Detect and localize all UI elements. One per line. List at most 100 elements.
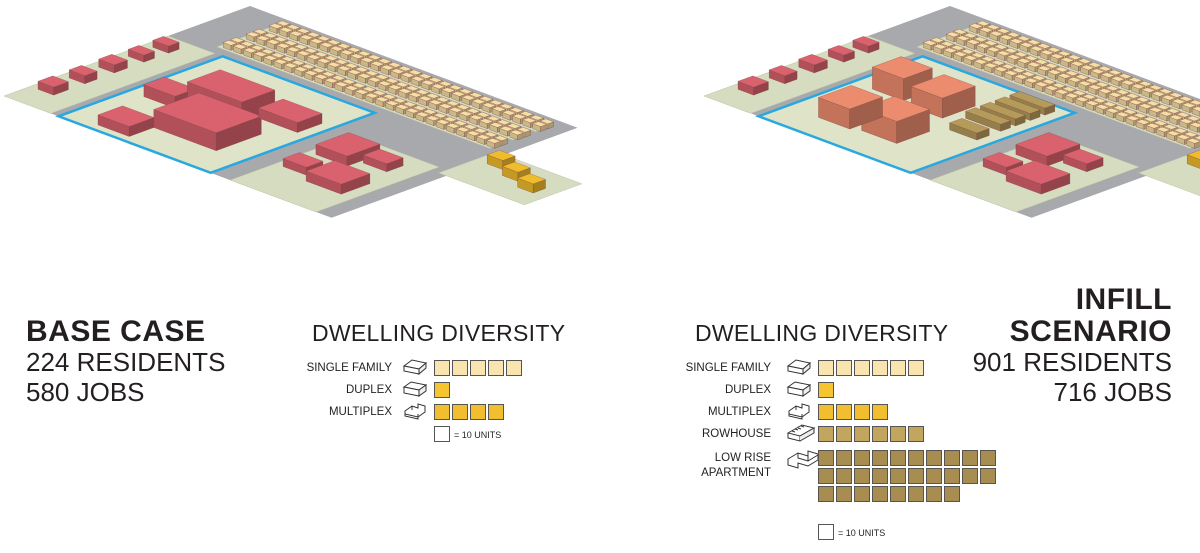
single-family-house xyxy=(986,46,1001,53)
unit-box xyxy=(506,360,522,376)
single-family-house xyxy=(1135,119,1151,125)
single-family-house xyxy=(309,38,324,44)
single-family-house xyxy=(1084,78,1100,84)
single-family-house xyxy=(438,103,453,109)
single-family-house xyxy=(1148,84,1163,91)
single-family-house xyxy=(418,95,433,102)
base-unit-boxes xyxy=(434,404,542,422)
single-family-house xyxy=(372,90,387,96)
single-family-house xyxy=(1138,81,1153,87)
single-family-house xyxy=(1158,110,1174,117)
single-family-house xyxy=(357,50,372,57)
infill-unit-boxes xyxy=(818,450,998,504)
single-family-house xyxy=(489,122,504,128)
single-family-house xyxy=(425,115,440,121)
unit-box xyxy=(962,450,978,466)
single-family-house xyxy=(407,92,423,98)
rowhouse-building xyxy=(949,118,990,134)
single-family-house xyxy=(341,78,357,85)
single-family-house xyxy=(293,44,309,50)
single-family-house xyxy=(522,117,537,123)
infill-row-label: DUPLEX xyxy=(724,384,771,396)
single-family-house xyxy=(286,46,301,53)
single-family-house xyxy=(1006,32,1021,38)
single-family-house xyxy=(395,104,410,110)
single-family-house xyxy=(250,45,265,51)
single-family-house xyxy=(466,130,481,136)
infill-scenario-map xyxy=(703,6,1200,218)
unit-box xyxy=(908,468,924,484)
unit-box xyxy=(818,382,834,398)
commercial-building xyxy=(282,152,324,168)
single-family-house xyxy=(392,97,407,104)
single-family-house xyxy=(973,59,988,65)
single-family-house xyxy=(966,39,981,45)
commercial-building xyxy=(37,75,69,88)
single-family-house xyxy=(489,99,504,106)
single-family-house xyxy=(441,87,456,93)
single-family-house xyxy=(377,58,392,64)
single-family-house xyxy=(990,60,1006,66)
single-family-house xyxy=(1168,92,1184,98)
single-family-house xyxy=(1173,127,1188,134)
single-family-house xyxy=(1092,97,1107,104)
duplex-icon xyxy=(786,379,812,402)
single-family-house xyxy=(473,127,488,134)
single-family-house xyxy=(953,29,968,35)
single-family-house xyxy=(453,120,468,126)
single-family-house xyxy=(1087,84,1103,90)
single-family-house xyxy=(499,103,514,109)
unit-box xyxy=(470,404,486,420)
commercial-building xyxy=(1005,160,1071,185)
single-family-house xyxy=(529,114,544,121)
rowhouse-icon xyxy=(786,423,816,448)
single-family-house xyxy=(448,107,463,113)
unit-box xyxy=(890,450,906,466)
single-family-house xyxy=(405,85,420,91)
unit-box xyxy=(470,360,486,376)
single-family-house xyxy=(230,37,245,43)
unit-box xyxy=(818,450,834,466)
single-family-house-icon xyxy=(786,357,812,380)
single-family-house xyxy=(1064,92,1080,99)
single-family-house xyxy=(1100,72,1115,78)
unit-scale-text: = 10 UNITS xyxy=(838,528,886,538)
single-family-house xyxy=(1059,57,1075,63)
single-family-house xyxy=(458,88,473,94)
single-family-house xyxy=(1125,115,1140,121)
single-family-house xyxy=(1196,120,1200,124)
single-family-house xyxy=(313,51,329,58)
single-family-house xyxy=(1107,92,1123,98)
commercial-building xyxy=(127,45,155,56)
unit-box xyxy=(872,426,888,442)
unit-box xyxy=(944,486,960,502)
single-family-house xyxy=(303,70,319,76)
infill-building xyxy=(871,56,933,79)
single-family-house xyxy=(1047,69,1062,75)
single-family-house xyxy=(1151,91,1166,97)
infill-building xyxy=(818,85,883,110)
unit-scale-box xyxy=(434,426,450,442)
single-family-house xyxy=(501,110,517,116)
single-family-house xyxy=(451,91,466,97)
single-family-house xyxy=(319,42,334,48)
single-family-house xyxy=(455,104,471,110)
commercial-building xyxy=(798,54,828,66)
single-family-house xyxy=(486,138,501,144)
single-family-house xyxy=(222,40,238,46)
base-case-map xyxy=(3,6,583,218)
single-family-house xyxy=(448,84,463,91)
single-family-house xyxy=(1070,61,1085,67)
single-family-house xyxy=(468,92,484,98)
unit-box xyxy=(434,382,450,398)
single-family-house xyxy=(1039,49,1055,56)
single-family-house xyxy=(1155,126,1171,133)
single-family-house xyxy=(1122,109,1138,115)
single-family-house xyxy=(243,47,258,54)
single-family-house xyxy=(1067,54,1082,60)
infill-unit-boxes xyxy=(818,426,998,444)
single-family-house xyxy=(1193,135,1200,141)
single-family-house xyxy=(420,79,436,86)
single-family-house xyxy=(509,107,524,113)
single-family-house xyxy=(930,37,945,43)
